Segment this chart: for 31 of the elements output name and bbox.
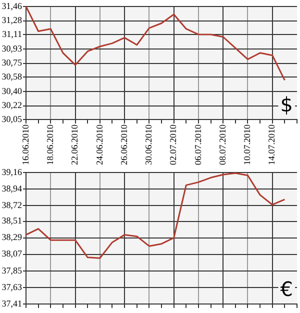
annotation: $ xyxy=(280,92,293,117)
x-tick-label: 26.06.2010 xyxy=(118,124,129,165)
y-tick-label: 31,11 xyxy=(2,28,22,39)
x-tick-label: 06.07.2010 xyxy=(192,124,203,165)
y-tick-label: 31,46 xyxy=(2,0,22,11)
y-tick-label: 38,07 xyxy=(2,248,22,259)
y-tick-label: 31,28 xyxy=(2,15,22,26)
y-tick-label: 30,75 xyxy=(2,58,22,68)
x-tick-label: 22.06.2010 xyxy=(70,124,80,165)
x-tick-label: 02.07.2010 xyxy=(168,124,178,165)
annotation: € xyxy=(280,277,293,302)
y-tick-label: 30,22 xyxy=(2,100,22,110)
x-tick-label: 18.06.2010 xyxy=(44,124,55,165)
y-tick-label: 37,85 xyxy=(2,265,22,276)
y-tick-label: 39,16 xyxy=(2,166,22,177)
x-tick-label: 08.07.2010 xyxy=(217,124,228,165)
y-tick-label: 38,94 xyxy=(2,183,22,194)
x-tick-label: 30.06.2010 xyxy=(144,124,154,165)
y-tick-label: 38,51 xyxy=(2,216,22,226)
x-tick-label: 16.06.2010 xyxy=(20,124,30,165)
y-tick-label: 30,93 xyxy=(2,43,22,54)
y-tick-label: 30,05 xyxy=(2,114,22,124)
x-tick-label: 14.07.2010 xyxy=(266,124,277,165)
x-tick-label: 24.06.2010 xyxy=(94,124,104,165)
y-tick-label: 38,29 xyxy=(2,232,22,242)
y-tick-label: 37,41 xyxy=(2,298,22,308)
y-tick-label: 30,40 xyxy=(2,86,22,96)
y-tick-label: 37,63 xyxy=(2,282,22,292)
y-tick-label: 38,72 xyxy=(2,200,22,210)
x-tick-label: 10.07.2010 xyxy=(242,124,252,165)
y-tick-label: 30,58 xyxy=(2,71,22,82)
